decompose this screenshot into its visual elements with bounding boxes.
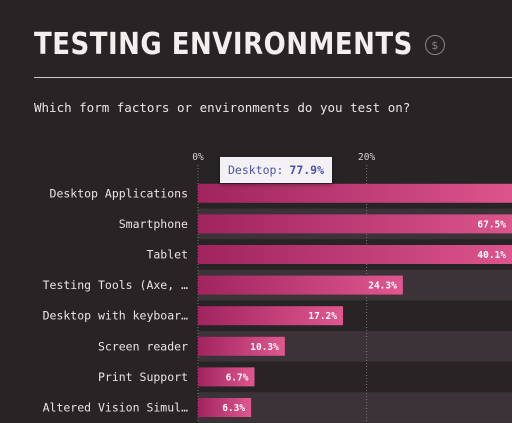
category-label: Smartphone	[119, 217, 188, 231]
category-label: Altered Vision Simul…	[43, 401, 188, 415]
value-label: 6.7%	[226, 372, 249, 383]
value-label: 6.3%	[222, 403, 245, 414]
bar[interactable]	[198, 367, 255, 387]
category-label: Desktop Applications	[50, 186, 188, 200]
category-label: Print Support	[98, 370, 188, 384]
bar[interactable]	[198, 398, 252, 417]
survey-question: Which form factors or environments do yo…	[34, 100, 411, 115]
bar[interactable]	[198, 275, 403, 295]
page-title: TESTING ENVIRONMENTS	[34, 27, 413, 63]
page-heading: TESTING ENVIRONMENTS $	[34, 27, 445, 63]
bar[interactable]	[198, 245, 512, 264]
bar[interactable]	[198, 306, 343, 326]
x-tick-label: 0%	[192, 152, 204, 163]
dollar-icon[interactable]: $	[424, 35, 445, 55]
title-divider	[34, 77, 512, 78]
value-label: 67.5%	[477, 219, 506, 230]
category-label: Screen reader	[98, 339, 188, 353]
value-label: 24.3%	[368, 281, 397, 292]
tooltip-value: 77.9%	[289, 163, 325, 177]
bar[interactable]	[198, 336, 285, 356]
bar-tooltip: Desktop: 77.9%	[220, 157, 333, 183]
x-tick-label: 20%	[358, 152, 375, 163]
category-label: Desktop with keyboar…	[43, 309, 188, 323]
value-label: 17.2%	[308, 311, 337, 322]
value-label: 40.1%	[477, 250, 506, 261]
tooltip-label: Desktop:	[228, 163, 284, 177]
category-label: Testing Tools (Axe, …	[43, 278, 188, 292]
bar[interactable]	[198, 183, 512, 203]
value-label: 10.3%	[250, 342, 279, 353]
category-label: Tablet	[146, 248, 188, 262]
bar[interactable]	[198, 214, 512, 234]
